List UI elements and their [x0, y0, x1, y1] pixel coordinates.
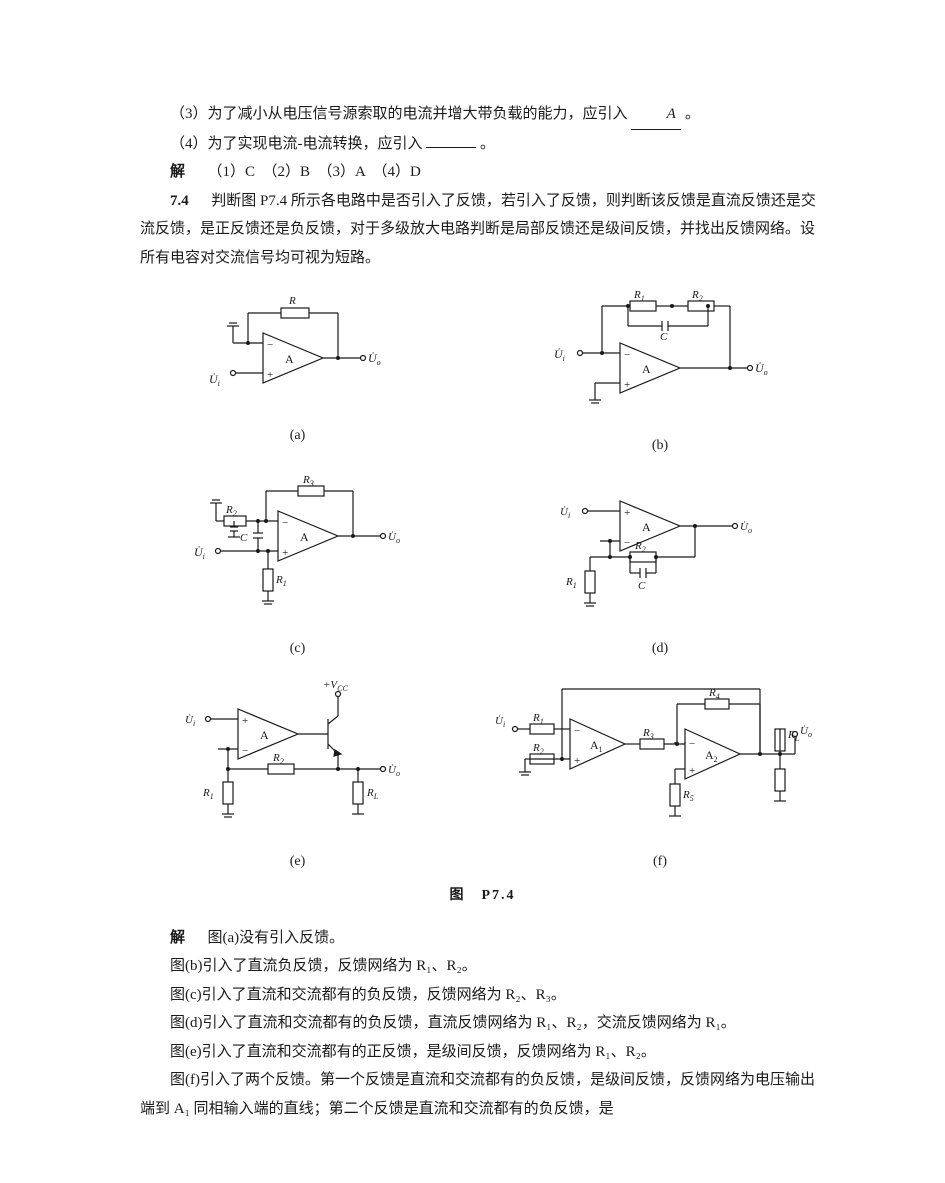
p74-heading: 7.4: [170, 193, 189, 209]
svg-text:A1: A1: [590, 738, 603, 754]
q4-blank: [426, 147, 476, 148]
svg-text:C: C: [660, 331, 668, 343]
svg-text:−: −: [282, 517, 288, 529]
circuit-a: A − + U̇i R: [203, 288, 393, 459]
svg-text:A: A: [642, 520, 651, 534]
circuit-c-svg: A − + U̇i R2: [188, 471, 408, 621]
figure-grid: A − + U̇i R: [140, 288, 825, 875]
svg-text:U̇o: U̇o: [388, 764, 400, 778]
svg-text:R1: R1: [633, 289, 645, 303]
svg-text:R2: R2: [634, 540, 646, 554]
svg-text:A: A: [300, 530, 309, 544]
svg-text:A: A: [642, 362, 651, 376]
svg-text:RL: RL: [366, 787, 379, 801]
svg-text:U̇o: U̇o: [800, 725, 812, 739]
svg-text:+VCC: +VCC: [323, 679, 348, 693]
svg-text:A2: A2: [705, 748, 718, 764]
svg-text:U̇i: U̇i: [209, 372, 220, 388]
svg-text:C: C: [638, 580, 646, 592]
circuit-f: A1 − + U̇i R1 R2: [495, 674, 825, 875]
label-a: (a): [203, 423, 393, 450]
svg-text:A: A: [260, 728, 269, 742]
sol-a-text: 图(a)没有引入反馈。: [208, 930, 345, 946]
q3-end: 。: [685, 106, 700, 122]
page: （3）为了减小从电压信号源索取的电流并增大带负载的能力，应引入 A 。 （4）为…: [0, 0, 945, 1183]
svg-text:U̇o: U̇o: [755, 361, 768, 377]
svg-text:R2: R2: [532, 742, 544, 756]
svg-text:+: +: [624, 379, 630, 391]
solution-d: 图(d)引入了直流和交流都有的负反馈，直流反馈网络为 R₁、R₂，交流反馈网络为…: [140, 1009, 825, 1038]
circuit-f-svg: A1 − + U̇i R1 R2: [495, 674, 825, 834]
svg-text:+: +: [267, 369, 273, 381]
svg-text:R2: R2: [691, 289, 703, 303]
opamp-a-label: A: [285, 352, 294, 366]
svg-text:+: +: [574, 755, 580, 767]
svg-text:U̇i: U̇i: [554, 347, 565, 363]
solution-e: 图(e)引入了直流和交流都有的正反馈，是级间反馈，反馈网络为 R₁、R₂。: [140, 1038, 825, 1067]
svg-text:U̇i: U̇i: [560, 506, 570, 520]
svg-text:−: −: [267, 339, 273, 351]
svg-text:R1: R1: [565, 576, 577, 590]
circuit-c: A − + U̇i R2: [188, 471, 408, 662]
label-b: (b): [540, 433, 780, 460]
q3-blank: A: [631, 100, 681, 130]
svg-text:R1: R1: [532, 712, 544, 726]
circuit-d: A + − U̇i R2: [550, 471, 770, 662]
question-3: （3）为了减小从电压信号源索取的电流并增大带负载的能力，应引入 A 。: [140, 100, 825, 130]
label-c: (c): [188, 636, 408, 663]
svg-text:−: −: [242, 745, 248, 757]
answer-label: 解: [170, 164, 185, 180]
R-a: R: [288, 295, 296, 307]
svg-text:R2: R2: [272, 752, 284, 766]
answer-body: （1）C （2）B （3）A （4）D: [208, 164, 421, 180]
svg-text:U̇i: U̇i: [194, 545, 205, 561]
svg-text:R5: R5: [682, 789, 694, 803]
circuit-a-svg: A − + U̇i R: [203, 288, 393, 408]
q4-end: 。: [480, 136, 495, 152]
question-4: （4）为了实现电流-电流转换，应引入 。: [140, 130, 825, 159]
svg-text:R3: R3: [642, 727, 654, 741]
problem-7-4: 7.4 判断图 P7.4 所示各电路中是否引入了反馈，若引入了反馈，则判断该反馈…: [140, 187, 825, 273]
svg-text:+: +: [282, 547, 288, 559]
svg-text:R1: R1: [202, 787, 214, 801]
svg-text:U̇o: U̇o: [388, 531, 400, 545]
svg-text:U̇o: U̇o: [368, 351, 381, 367]
p74-body: 判断图 P7.4 所示各电路中是否引入了反馈，若引入了反馈，则判断该反馈是直流反…: [140, 193, 816, 266]
label-e: (e): [183, 849, 413, 876]
label-f: (f): [495, 849, 825, 876]
solution-c: 图(c)引入了直流和交流都有的负反馈，反馈网络为 R₂、R₃。: [140, 981, 825, 1010]
svg-text:−: −: [689, 738, 695, 750]
solution-f: 图(f)引入了两个反馈。第一个反馈是直流和交流都有的负反馈，是级间反馈，反馈网络…: [140, 1066, 825, 1123]
solution-a: 解 图(a)没有引入反馈。: [140, 924, 825, 953]
sol-label: 解: [170, 930, 185, 946]
solution-b: 图(b)引入了直流负反馈，反馈网络为 R₁、R₂。: [140, 952, 825, 981]
svg-text:C: C: [240, 532, 248, 544]
circuit-b-svg: A − + U̇i R1: [540, 288, 780, 418]
svg-text:+: +: [689, 765, 695, 777]
label-d: (d): [550, 636, 770, 663]
svg-text:R2: R2: [225, 504, 237, 518]
figure-caption: 图 P7.4: [140, 883, 825, 910]
circuit-e-svg: A + − U̇i +VCC: [183, 674, 413, 834]
svg-text:U̇i: U̇i: [185, 714, 195, 728]
circuit-e: A + − U̇i +VCC: [183, 674, 413, 875]
answer-line: 解 （1）C （2）B （3）A （4）D: [140, 158, 825, 187]
svg-text:−: −: [624, 349, 630, 361]
q3-text: （3）为了减小从电压信号源索取的电流并增大带负载的能力，应引入: [170, 106, 628, 122]
svg-text:R1: R1: [275, 574, 287, 588]
svg-text:+: +: [624, 507, 630, 519]
circuit-d-svg: A + − U̇i R2: [550, 471, 770, 621]
svg-text:−: −: [574, 725, 580, 737]
svg-text:−: −: [624, 537, 630, 549]
svg-text:U̇o: U̇o: [740, 521, 752, 535]
q4-text: （4）为了实现电流-电流转换，应引入: [170, 136, 423, 152]
svg-text:+: +: [242, 715, 248, 727]
svg-text:U̇i: U̇i: [495, 715, 505, 729]
circuit-b: A − + U̇i R1: [540, 288, 780, 459]
svg-text:R3: R3: [302, 474, 314, 488]
